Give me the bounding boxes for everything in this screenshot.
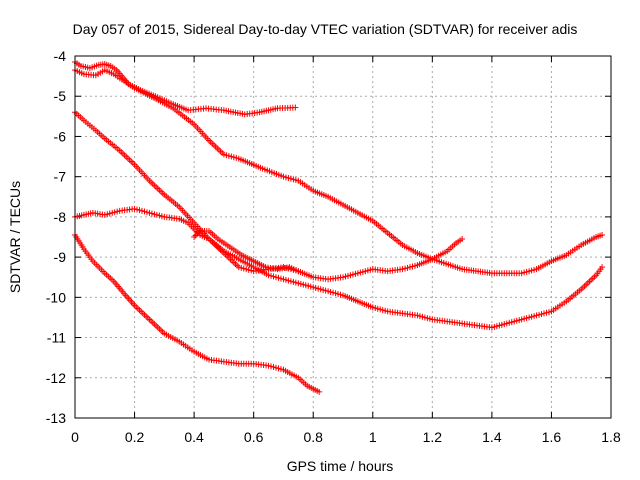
- x-tick-label: 1.4: [482, 429, 502, 445]
- axis-ticks: 0 0.2 0.4 0.6 0.8 1 1.2 1.4 1.6 1.8 -4 -5 -6 -7 -8 -9 -1…: [46, 48, 621, 445]
- data-series: [72, 59, 606, 395]
- data-point: [295, 268, 302, 275]
- data-point: [459, 236, 466, 243]
- y-tick-label: -9: [54, 249, 67, 265]
- x-tick-label: 1: [369, 429, 377, 445]
- x-tick-label: 0.4: [184, 429, 204, 445]
- data-point: [292, 104, 299, 111]
- x-tick-label: 0.8: [303, 429, 323, 445]
- series-track-f: [191, 227, 302, 275]
- x-tick-label: 1.8: [601, 429, 621, 445]
- series-track-a: [72, 59, 299, 118]
- x-tick-label: 0: [71, 429, 79, 445]
- chart-title: Day 057 of 2015, Sidereal Day-to-day VTE…: [73, 21, 578, 37]
- plot-frame: [74, 55, 612, 419]
- x-axis-label: GPS time / hours: [287, 458, 394, 474]
- series-track-c: [72, 109, 606, 331]
- x-tick-label: 1.6: [542, 429, 562, 445]
- y-tick-label: -13: [46, 410, 66, 426]
- y-tick-label: -11: [47, 330, 66, 346]
- series-track-e: [72, 231, 323, 395]
- y-axis-label: SDTVAR / TECUs: [7, 181, 23, 293]
- data-point: [316, 388, 323, 395]
- y-tick-label: -10: [46, 289, 66, 305]
- data-point: [191, 234, 198, 240]
- y-tick-label: -6: [54, 128, 67, 144]
- x-tick-label: 0.2: [125, 429, 145, 445]
- y-tick-label: -4: [54, 48, 67, 64]
- x-tick-label: 0.6: [244, 429, 264, 445]
- x-tick-label: 1.2: [423, 429, 443, 445]
- y-tick-label: -8: [54, 209, 67, 225]
- y-tick-label: -5: [54, 88, 67, 104]
- grid: [75, 56, 611, 418]
- series-track-b: [72, 67, 606, 277]
- data-point: [599, 231, 606, 238]
- y-tick-label: -12: [46, 370, 66, 386]
- data-point: [599, 264, 606, 271]
- y-tick-label: -7: [54, 169, 67, 185]
